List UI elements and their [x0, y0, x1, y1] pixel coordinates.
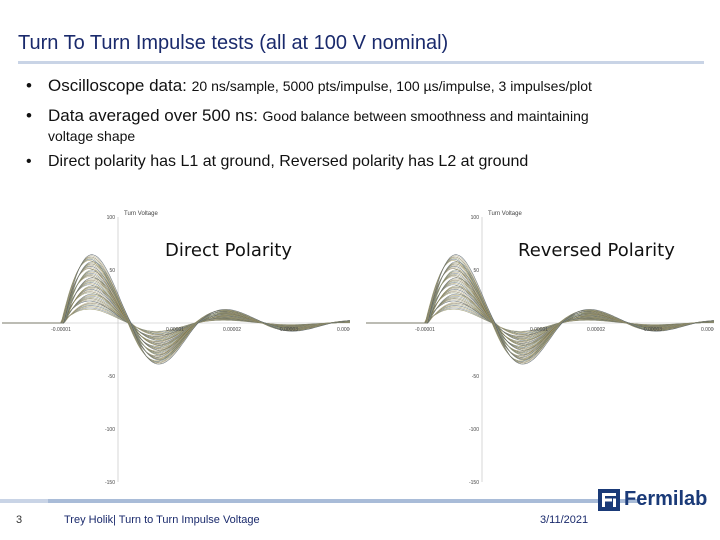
y-tick-label: -150: [105, 480, 115, 486]
x-tick-label: -0.00001: [51, 327, 71, 333]
x-tick-label: 0.00004: [337, 327, 350, 333]
footer-rule-left: [0, 499, 48, 503]
footer-date: 3/11/2021: [540, 514, 589, 526]
y-tick-label: 100: [107, 215, 116, 221]
chart-direct-polarity: Turn Voltage 100 50 -50 -100 -150 -0.00001 0.00…: [2, 205, 350, 490]
waveform-line: [2, 254, 350, 365]
waveform-line: [366, 254, 714, 365]
bullet-marker: •: [26, 106, 32, 125]
slide-title: Turn To Turn Impulse tests (all at 100 V…: [18, 32, 449, 54]
y-tick-label: 50: [473, 268, 479, 274]
x-tick-label: 0.00004: [701, 327, 714, 333]
fermilab-logo: Fermilab: [598, 488, 707, 511]
bullet-marker: •: [26, 76, 32, 95]
bullet-marker: •: [26, 153, 32, 170]
y-tick-label: -100: [105, 427, 115, 433]
chart-label: Direct Polarity: [165, 240, 292, 261]
title-divider: [18, 61, 704, 64]
footer-presenter: Trey Holik| Turn to Turn Impulse Voltage: [64, 514, 260, 526]
chart-svg: Turn Voltage 100 50 -50 -100 -150 -0.00001 0.00…: [2, 205, 350, 490]
bullet-head: Oscilloscope data:: [48, 76, 192, 95]
chart-reversed-polarity: Turn Voltage 100 50 -50 -100 -150 -0.00001 0.00…: [366, 205, 714, 490]
bullet-text: Direct polarity has L1 at ground, Revers…: [48, 153, 529, 170]
y-tick-label: -150: [469, 480, 479, 486]
y-tick-label: -100: [469, 427, 479, 433]
x-tick-label: 0.00003: [280, 327, 298, 333]
x-tick-label: 0.00002: [587, 327, 605, 333]
chart-svg: Turn Voltage 100 50 -50 -100 -150 -0.00001 0.00…: [366, 205, 714, 490]
fermilab-icon: [598, 488, 620, 511]
logo-text: Fermilab: [624, 488, 708, 510]
x-tick-label: -0.00001: [415, 327, 435, 333]
y-tick-label: 50: [109, 268, 115, 274]
bullet-continuation: voltage shape: [48, 128, 136, 144]
x-tick-label: 0.00001: [166, 327, 184, 333]
x-tick-label: 0.00001: [530, 327, 548, 333]
footer-rule: [48, 499, 640, 503]
bullet-detail: 20 ns/sample, 5000 pts/impulse, 100 µs/i…: [191, 78, 592, 94]
y-tick-label: -50: [472, 374, 479, 380]
x-tick-label: 0.00002: [223, 327, 241, 333]
bullet-detail: Good balance between smoothness and main…: [262, 108, 589, 124]
chart-inner-title: Turn Voltage: [488, 211, 522, 217]
chart-inner-title: Turn Voltage: [124, 211, 158, 217]
x-tick-label: 0.00003: [644, 327, 662, 333]
y-tick-label: -50: [108, 374, 115, 380]
bullet-head: Data averaged over 500 ns:: [48, 106, 263, 125]
chart-label: Reversed Polarity: [518, 240, 675, 261]
y-tick-label: 100: [471, 215, 480, 221]
page-number: 3: [16, 514, 23, 526]
